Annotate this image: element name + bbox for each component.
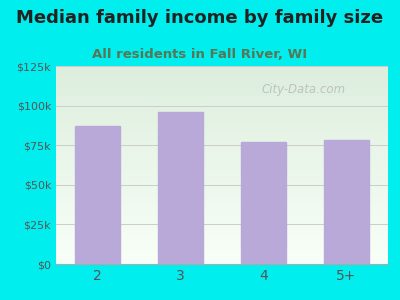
Text: All residents in Fall River, WI: All residents in Fall River, WI: [92, 48, 308, 61]
Text: Median family income by family size: Median family income by family size: [16, 9, 384, 27]
Bar: [241, 142, 286, 264]
Bar: [324, 140, 369, 264]
Bar: [158, 112, 203, 264]
Text: City-Data.com: City-Data.com: [262, 83, 346, 96]
Bar: [75, 126, 120, 264]
